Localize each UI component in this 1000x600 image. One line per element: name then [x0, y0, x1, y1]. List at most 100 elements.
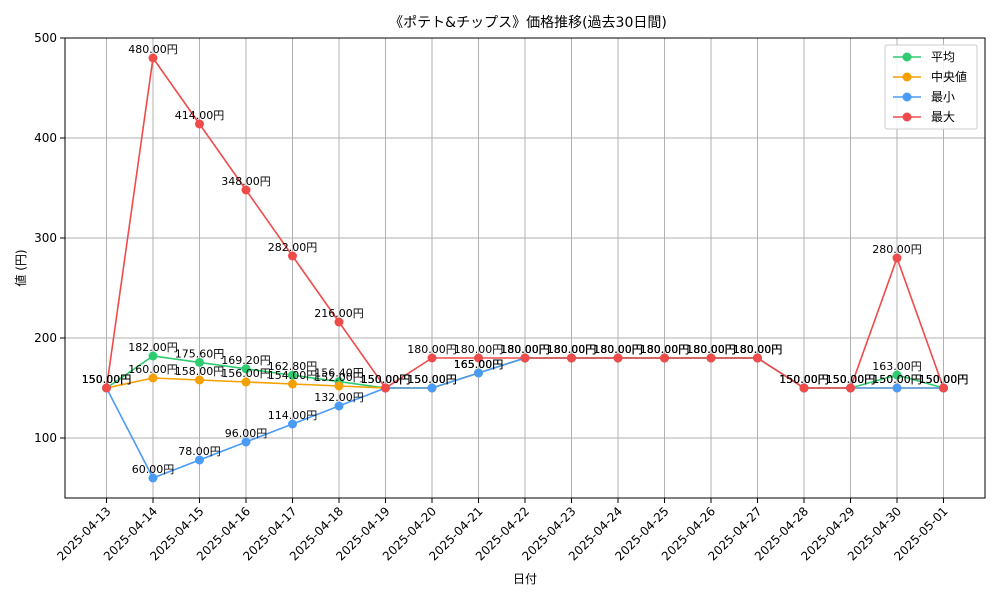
data-point — [427, 353, 437, 363]
data-label: 156.00円 — [221, 367, 271, 380]
data-label: 180.00円 — [547, 343, 597, 356]
data-point — [892, 383, 902, 393]
data-point — [148, 53, 158, 63]
data-label: 282.00円 — [268, 241, 318, 254]
data-label: 348.00円 — [221, 175, 271, 188]
data-label: 180.00円 — [500, 343, 550, 356]
data-point — [474, 368, 483, 378]
data-label: 150.00円 — [82, 373, 132, 386]
data-label: 180.00円 — [686, 343, 736, 356]
data-label: 180.00円 — [733, 343, 783, 356]
data-point — [288, 370, 297, 380]
data-point — [288, 251, 297, 261]
data-point — [520, 353, 530, 363]
data-label: 165.00円 — [454, 358, 504, 371]
data-label: 150.00円 — [779, 373, 829, 386]
data-label: 163.00円 — [872, 360, 922, 373]
legend-label: 平均 — [931, 50, 955, 64]
data-point — [288, 379, 297, 389]
data-label: 150.00円 — [82, 373, 132, 386]
data-label: 180.00円 — [686, 343, 736, 356]
legend-marker — [902, 72, 912, 82]
data-point — [195, 119, 204, 129]
data-label: 165.00円 — [454, 358, 504, 371]
data-label: 180.00円 — [454, 343, 504, 356]
y-tick-label: 300 — [34, 231, 57, 245]
data-label: 180.00円 — [547, 343, 597, 356]
data-label: 150.00円 — [407, 373, 457, 386]
data-label: 180.00円 — [547, 343, 597, 356]
data-label: 180.00円 — [733, 343, 783, 356]
data-point — [660, 353, 669, 363]
y-axis-title: 値 (円) — [13, 249, 28, 286]
data-label: 132.00円 — [314, 391, 364, 404]
data-point — [613, 353, 623, 363]
data-label: 180.00円 — [500, 343, 550, 356]
data-label: 156.40円 — [314, 367, 364, 380]
data-label: 180.00円 — [640, 343, 690, 356]
data-label: 150.00円 — [919, 373, 969, 386]
data-label: 150.00円 — [826, 373, 876, 386]
data-label: 150.00円 — [82, 373, 132, 386]
data-label: 180.00円 — [733, 343, 783, 356]
data-label: 160.00円 — [128, 363, 178, 376]
data-point — [148, 373, 158, 383]
data-label: 150.00円 — [361, 373, 411, 386]
data-point — [195, 375, 204, 385]
data-point — [846, 383, 855, 393]
data-label: 150.00円 — [361, 373, 411, 386]
data-point — [102, 383, 111, 393]
data-label: 165.00円 — [454, 358, 504, 371]
data-label: 280.00円 — [872, 243, 922, 256]
data-point — [892, 253, 902, 263]
grid — [65, 37, 985, 498]
data-label: 150.00円 — [826, 373, 876, 386]
data-point — [427, 383, 437, 393]
data-label: 182.00円 — [128, 341, 178, 354]
data-label: 150.00円 — [361, 373, 411, 386]
data-label: 150.00円 — [919, 373, 969, 386]
chart-title: 《ポテト&チップス》価格推移(過去30日間) — [389, 15, 667, 31]
data-point — [288, 419, 297, 429]
data-label: 180.00円 — [500, 343, 550, 356]
data-point — [567, 353, 576, 363]
data-label: 180.00円 — [733, 343, 783, 356]
data-label: 150.00円 — [407, 373, 457, 386]
data-point — [706, 353, 716, 363]
data-label: 180.00円 — [407, 343, 457, 356]
data-point — [195, 357, 204, 367]
y-tick-label: 200 — [34, 331, 57, 345]
data-label: 180.00円 — [593, 343, 643, 356]
series-lines — [102, 53, 948, 483]
y-tick-label: 500 — [34, 31, 57, 45]
data-label: 162.80円 — [268, 360, 318, 373]
data-label: 180.00円 — [640, 343, 690, 356]
data-label: 150.00円 — [82, 373, 132, 386]
y-axis-ticks: 100 200 300 400 500 — [34, 31, 65, 445]
data-label: 150.00円 — [361, 373, 411, 386]
data-label: 180.00円 — [593, 343, 643, 356]
data-label: 114.00円 — [268, 409, 318, 422]
data-label: 480.00円 — [128, 43, 178, 56]
data-point — [474, 353, 483, 363]
data-point — [381, 383, 390, 393]
y-tick-label: 400 — [34, 131, 57, 145]
data-point — [334, 401, 344, 411]
data-label: 150.00円 — [919, 373, 969, 386]
data-point — [148, 473, 158, 483]
data-label: 150.00円 — [826, 373, 876, 386]
legend-marker — [902, 112, 912, 122]
data-point — [241, 377, 251, 387]
data-label: 154.00円 — [268, 369, 318, 382]
data-label: 180.00円 — [686, 343, 736, 356]
data-label: 150.00円 — [779, 373, 829, 386]
data-label: 175.60円 — [175, 347, 225, 360]
data-label: 180.00円 — [640, 343, 690, 356]
data-label: 150.00円 — [779, 373, 829, 386]
data-label: 158.00円 — [175, 365, 225, 378]
legend-label: 最大 — [931, 110, 955, 124]
data-point — [148, 351, 158, 361]
data-label: 150.00円 — [872, 373, 922, 386]
data-label: 180.00円 — [593, 343, 643, 356]
